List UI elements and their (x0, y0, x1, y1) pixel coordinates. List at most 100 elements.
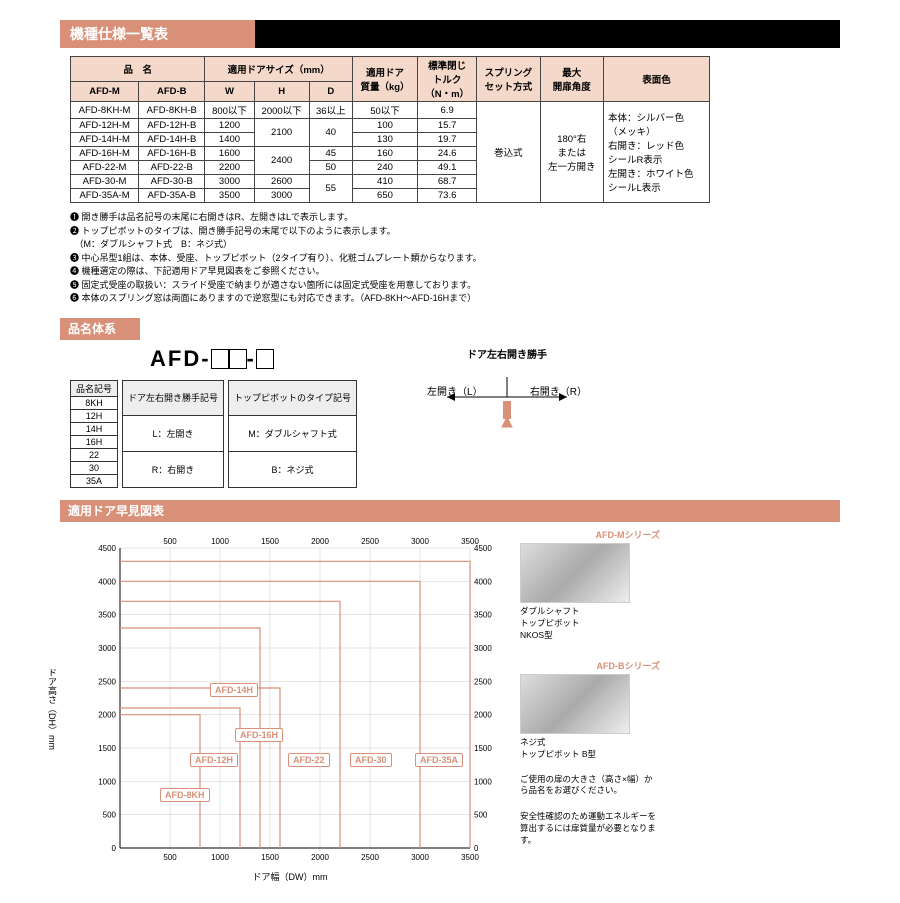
svg-text:2000: 2000 (311, 537, 329, 546)
svg-text:500: 500 (103, 810, 117, 819)
svg-text:3500: 3500 (98, 610, 116, 619)
th-d: D (309, 81, 352, 101)
svg-text:2500: 2500 (361, 537, 379, 546)
afd-template: AFD-- (150, 346, 357, 372)
th-spring: スプリング セット方式 (477, 57, 540, 102)
code-cell: R：右開き (123, 451, 224, 487)
svg-text:2500: 2500 (98, 677, 116, 686)
spec-row: AFD-8KH-MAFD-8KH-B800以下2000以下36以上50以下6.9… (71, 102, 710, 119)
svg-text:3500: 3500 (461, 853, 479, 862)
svg-text:1000: 1000 (474, 777, 492, 786)
door-dir-left: 左開き（L） (427, 383, 483, 398)
note-line: ❸ 中心吊型1組は、本体、受座、トップピボット（2タイプ有り）、化粧ゴムプレート… (70, 252, 840, 266)
svg-text:500: 500 (163, 853, 177, 862)
foot-note-2: 安全性確認のため運動エネルギーを算出するには扉質量が必要となります。 (520, 811, 660, 847)
code-cell: 16H (71, 435, 118, 448)
notes-block: ❶ 開き勝手は品名記号の末尾に右開きはR、左開きはLで表示します。❷ トップピボ… (70, 211, 840, 306)
chart-title: 適用ドア早見図表 (60, 502, 164, 519)
name-system-block: AFD-- 品名記号 8KH12H14H16H223035A ドア左右開き勝手記… (70, 346, 840, 488)
th-doorsize: 適用ドアサイズ（mm） (205, 57, 353, 82)
note-line: ❷ トップピボットのタイプは、開き勝手記号の末尾で以下のように表示します。 (70, 225, 840, 239)
door-chart-svg: 500 500 1000 1000 1500 1500 2000 2000 2500 2500 30… (70, 528, 510, 868)
section-header-title: 機種仕様一覧表 (60, 24, 168, 44)
svg-text:4500: 4500 (98, 544, 116, 553)
svg-text:4500: 4500 (474, 544, 492, 553)
code-cell: 22 (71, 448, 118, 461)
x-axis-label: ドア幅（DW）mm (70, 870, 510, 883)
code-cell: 30 (71, 461, 118, 474)
foot-note-1: ご使用の扉の大きさ（高さ×幅）から品名をお選びください。 (520, 774, 660, 798)
m-series-image (520, 543, 630, 603)
svg-text:4000: 4000 (474, 577, 492, 586)
svg-text:1500: 1500 (98, 744, 116, 753)
chart-region-label: AFD-30 (350, 753, 392, 767)
m-series-desc: ダブルシャフト トップピボット NKOS型 (520, 605, 660, 641)
svg-text:3000: 3000 (411, 853, 429, 862)
subheader-title: 品名体系 (60, 320, 116, 337)
th-afd-b: AFD-B (139, 81, 205, 101)
template-prefix: AFD- (150, 346, 211, 371)
th-angle: 最大 開扉角度 (540, 57, 603, 102)
chart-region-label: AFD-14H (210, 683, 258, 697)
door-direction-diagram: ドア左右開き勝手 左開き（L） 右開き（R） (427, 346, 587, 398)
side-panel: AFD-Mシリーズ ダブルシャフト トップピボット NKOS型 AFD-Bシリー… (520, 528, 660, 847)
chart-container: ドア高さ（DH）mm 50050010001000150015002000200… (70, 528, 510, 883)
th-surface: 表面色 (603, 57, 709, 102)
th-w: W (205, 81, 254, 101)
code-cell: B：ネジ式 (229, 451, 357, 487)
th-mass: 適用ドア 質量（kg） (352, 57, 417, 102)
section-header-spec: 機種仕様一覧表 (60, 20, 840, 48)
svg-text:3500: 3500 (474, 610, 492, 619)
b-series-desc: ネジ式 トップピボット B型 (520, 736, 660, 760)
note-line: ❹ 機種選定の際は、下記適用ドア早見図表をご参照ください。 (70, 265, 840, 279)
door-dir-svg (427, 367, 587, 437)
svg-text:1000: 1000 (211, 853, 229, 862)
model-codes-table: 品名記号 8KH12H14H16H223035A (70, 380, 118, 488)
subheader-chart: 適用ドア早見図表 (60, 500, 840, 522)
code-cell: M：ダブルシャフト式 (229, 416, 357, 452)
svg-text:1500: 1500 (261, 853, 279, 862)
th-torque: 標準閉じ トルク （N・m） (418, 57, 477, 102)
th-afd-m: AFD-M (71, 81, 139, 101)
note-line: （M：ダブルシャフト式 B：ネジ式） (70, 238, 840, 252)
spec-table: 品 名 適用ドアサイズ（mm） 適用ドア 質量（kg） 標準閉じ トルク （N・… (70, 56, 710, 203)
note-line: ❻ 本体のスプリング窓は両面にありますので逆窓型にも対応できます。（AFD-8K… (70, 292, 840, 306)
svg-text:500: 500 (474, 810, 488, 819)
svg-text:2000: 2000 (311, 853, 329, 862)
svg-text:3000: 3000 (474, 644, 492, 653)
svg-text:500: 500 (163, 537, 177, 546)
code-cell: L：左開き (123, 416, 224, 452)
svg-text:2000: 2000 (98, 710, 116, 719)
m-series-title: AFD-Mシリーズ (520, 528, 660, 541)
code-cell: 8KH (71, 396, 118, 409)
code-cell: 35A (71, 474, 118, 487)
svg-text:1500: 1500 (474, 744, 492, 753)
pivot-codes-table: トップピボットのタイプ記号 M：ダブルシャフト式B：ネジ式 (228, 380, 357, 488)
door-dir-right: 右開き（R） (530, 383, 587, 398)
lr-header: ドア左右開き勝手記号 (123, 380, 224, 416)
th-h: H (254, 81, 309, 101)
b-series-title: AFD-Bシリーズ (520, 659, 660, 672)
y-axis-label: ドア高さ（DH）mm (46, 668, 59, 750)
svg-text:1500: 1500 (261, 537, 279, 546)
svg-text:2500: 2500 (361, 853, 379, 862)
pv-header: トップピボットのタイプ記号 (229, 380, 357, 416)
svg-text:0: 0 (474, 844, 479, 853)
svg-text:3000: 3000 (98, 644, 116, 653)
mc-header: 品名記号 (71, 380, 118, 396)
chart-region-label: AFD-12H (190, 753, 238, 767)
subheader-name-system: 品名体系 (60, 318, 140, 340)
svg-text:1000: 1000 (98, 777, 116, 786)
chart-region-label: AFD-22 (288, 753, 330, 767)
chart-region-label: AFD-16H (235, 728, 283, 742)
chart-region-label: AFD-35A (415, 753, 463, 767)
code-cell: 14H (71, 422, 118, 435)
svg-text:2500: 2500 (474, 677, 492, 686)
door-dir-title: ドア左右開き勝手 (427, 346, 587, 361)
note-line: ❺ 固定式受座の取扱い：スライド受座で納まりが適さない箇所には固定式受座を用意し… (70, 279, 840, 293)
svg-text:4000: 4000 (98, 577, 116, 586)
note-line: ❶ 開き勝手は品名記号の末尾に右開きはR、左開きはLで表示します。 (70, 211, 840, 225)
b-series-image (520, 674, 630, 734)
svg-text:0: 0 (112, 844, 117, 853)
chart-region-label: AFD-8KH (160, 788, 210, 802)
